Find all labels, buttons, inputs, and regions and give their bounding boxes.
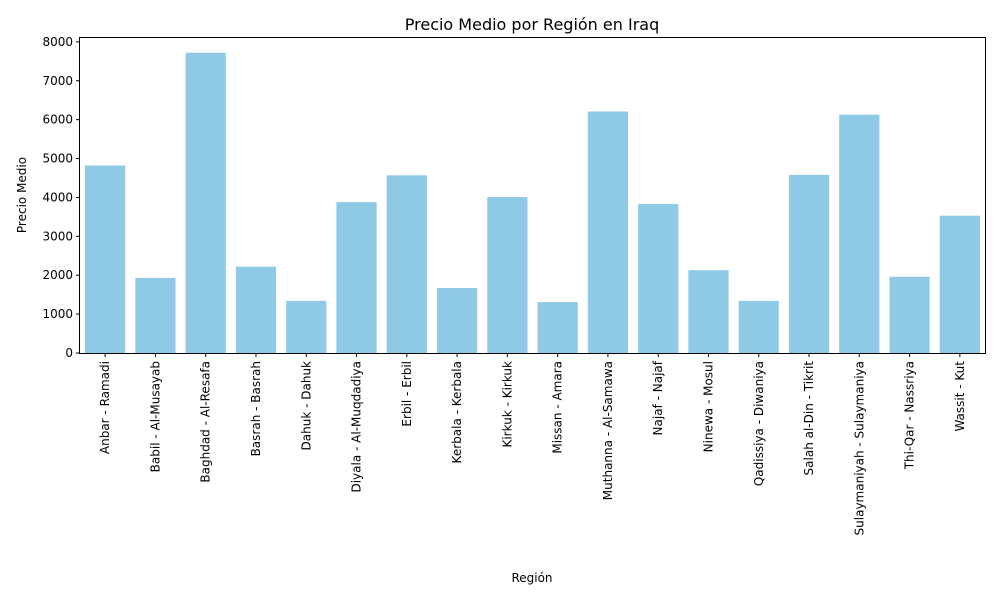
bar-thi-qar-nassriya: [889, 276, 930, 353]
chart-title: Precio Medio por Región en Iraq: [405, 15, 659, 34]
x-tick-label: Basrah - Basrah: [249, 361, 263, 456]
x-tick-label: Babil - Al-Musayab: [148, 361, 162, 472]
y-tick-label: 2000: [42, 268, 73, 282]
y-tick-label: 1000: [42, 307, 73, 321]
bar-qadissiya-diwaniya: [738, 300, 779, 353]
bars-group: [85, 52, 980, 353]
bar-ninewa-mosul: [688, 270, 729, 353]
x-tick-label: Kerbala - Kerbala: [450, 361, 464, 463]
x-tick-label: Thi-Qar - Nassriya: [903, 361, 917, 470]
bar-diyala-al-muqdadiya: [336, 202, 377, 353]
bar-najaf-najaf: [638, 204, 679, 353]
y-axis-label: Precio Medio: [15, 157, 29, 233]
x-tick-label: Najaf - Najaf: [651, 360, 665, 435]
y-axis: 0 1000 2000 3000 4000 5000 6000 7000 8000: [42, 35, 80, 360]
x-tick-label: Diyala - Al-Muqdadiya: [350, 361, 364, 493]
bar-anbar-ramadi: [85, 165, 126, 353]
x-tick-label: Sulaymaniyah - Sulaymaniya: [852, 361, 866, 535]
x-tick-label: Kirkuk - Kirkuk: [500, 361, 514, 448]
y-tick-label: 8000: [42, 35, 73, 49]
y-tick-label: 5000: [42, 152, 73, 166]
x-tick-label: Muthanna - Al-Samawa: [601, 361, 615, 500]
bar-baghdad-al-resafa: [185, 52, 226, 353]
bar-dahuk-dahuk: [286, 300, 327, 353]
x-tick-label: Erbil - Erbil: [400, 361, 414, 427]
bar-kirkuk-kirkuk: [487, 197, 528, 353]
x-tick-label: Baghdad - Al-Resafa: [199, 361, 213, 483]
bar-erbil-erbil: [386, 175, 427, 353]
bar-sulaymaniyah-sulaymaniya: [839, 114, 880, 353]
x-tick-label: Dahuk - Dahuk: [299, 361, 313, 451]
x-tick-label: Wassit - Kut: [953, 361, 967, 432]
bar-kerbala-kerbala: [436, 288, 478, 353]
y-tick-label: 0: [65, 346, 73, 360]
x-axis: Anbar - Ramadi Babil - Al-Musayab Baghdad …: [98, 353, 967, 535]
x-tick-label: Anbar - Ramadi: [98, 361, 112, 454]
bar-salah-al-din-tikrit: [788, 174, 830, 353]
bar-babil-al-musayab: [135, 277, 176, 353]
x-axis-label: Región: [511, 571, 552, 585]
bar-wassit-kut: [939, 215, 980, 353]
bar-missan-amara: [537, 302, 578, 353]
x-tick-label: Qadissiya - Diwaniya: [752, 361, 766, 486]
bar-muthanna-al-samawa: [587, 111, 629, 353]
y-tick-label: 7000: [42, 74, 73, 88]
bar-basrah-basrah: [235, 266, 277, 353]
x-tick-label: Missan - Amara: [551, 361, 565, 454]
x-tick-label: Ninewa - Mosul: [701, 361, 715, 452]
y-tick-label: 6000: [42, 113, 73, 127]
y-tick-label: 3000: [42, 229, 73, 243]
plot-frame: [79, 37, 986, 354]
x-tick-label: Salah al-Din - Tikrit: [802, 361, 816, 476]
y-tick-label: 4000: [42, 190, 73, 204]
